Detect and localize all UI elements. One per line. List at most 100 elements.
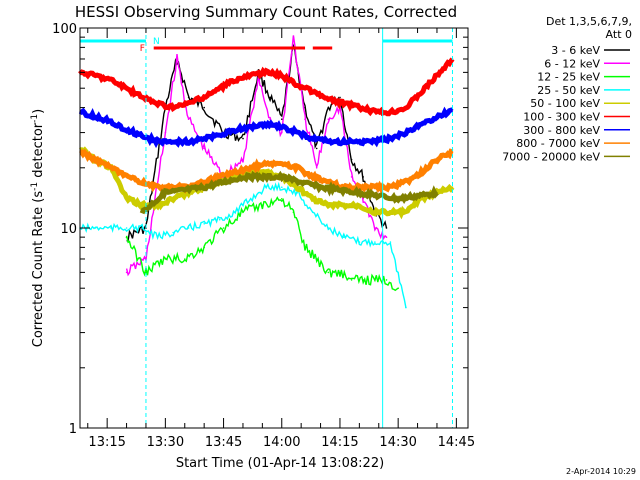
series-3-point [405,306,407,309]
series-2-point [350,279,353,281]
series-6-point [343,140,345,143]
series-7-point [451,151,454,153]
series-8-point [397,198,400,200]
series-0-point [315,147,318,150]
series-6-point [436,115,438,118]
series-4-point [420,198,423,200]
footer-timestamp: 2-Apr-2014 10:29 [566,467,636,476]
series-6-point [172,140,174,143]
series-5-point [265,71,268,74]
series-line-2 [125,196,399,292]
series-3-point [156,236,159,238]
series-1-point [164,131,167,134]
series-3-point [358,241,361,243]
series-7-point [436,158,438,161]
series-6-point [156,140,159,143]
series-6-point [234,128,236,131]
series-1-point [257,79,260,81]
legend-label: 50 - 100 keV [530,97,600,110]
series-3-point [374,241,376,243]
series-4-point [374,211,376,213]
series-5-point [218,87,221,89]
series-6-point [405,131,407,134]
y-axis-label-end: ) [31,109,46,114]
series-6-point [358,140,361,143]
series-4-point [312,198,314,200]
series-5-point [343,102,345,105]
legend-label: 12 - 25 keV [537,71,600,84]
series-7-point [234,171,236,173]
series-2-point [164,258,167,260]
series-5-point [436,74,438,77]
series-6-point [110,120,112,123]
legend-label: 7000 - 20000 keV [502,150,600,163]
series-7-point [218,176,221,178]
series-6-point [94,115,97,118]
series-1-point [374,227,376,229]
series-1-point [281,131,283,134]
y-axis-label-sup2: -1 [30,114,40,123]
series-5-point [141,96,143,99]
legend-label: 3 - 6 keV [551,44,600,57]
series-3-point [312,211,314,213]
series-1-point [242,158,244,161]
series-line-0 [126,43,388,242]
series-7-point [125,176,128,178]
series-4-point [343,204,345,206]
series-3-point [172,231,174,234]
series-5-point [420,91,423,93]
series-2-point [242,211,244,213]
series-2-point [292,211,295,213]
series-8-point [242,176,244,178]
series-6-point [141,134,143,137]
series-7-point [156,186,159,188]
series-2-point [145,271,147,274]
series-7-point [389,186,392,188]
legend-label: 25 - 50 keV [537,84,600,97]
series-1-point [350,176,353,178]
series-5-point [296,84,299,86]
series-line-6 [78,106,453,149]
series-8-point [281,176,283,178]
series-2-point [125,236,128,238]
y-tick-label: 10 [60,222,77,237]
series-0-point [187,96,190,99]
series-5-point [374,111,376,113]
series-2-point [327,271,330,274]
series-7-point [110,167,112,169]
series-5-point [405,106,407,109]
series-6-point [296,131,299,134]
series-1-point [176,58,178,60]
series-8-point [358,192,361,194]
series-3-point [203,223,205,225]
series-0-point [339,96,341,99]
series-0-point [242,137,244,140]
y-tick-label: 1 [69,422,77,437]
series-1-point [385,236,388,238]
series-2-point [397,287,400,290]
series-layer [78,35,455,309]
series-4-point [451,186,454,188]
series-0-point [203,106,205,109]
series-5-point [234,79,236,81]
series-4-point [389,211,392,213]
y-tick-label: 100 [52,22,77,37]
series-6-point [218,134,221,137]
series-7-point [94,158,97,161]
series-7-point [265,162,268,165]
series-6-point [265,123,268,126]
legend-label: 100 - 300 keV [523,111,600,124]
series-1-point [269,118,271,120]
legend-label: 300 - 800 keV [523,124,600,137]
series-4-point [156,204,159,206]
series-5-point [327,98,330,101]
series-7-point [374,186,376,188]
series-0-point [385,227,388,229]
legend-header-line2: Att 0 [606,28,632,41]
x-tick-label: 14:45 [438,435,475,450]
series-8-point [436,192,438,194]
series-1-point [125,271,128,274]
series-7-point [249,167,252,169]
